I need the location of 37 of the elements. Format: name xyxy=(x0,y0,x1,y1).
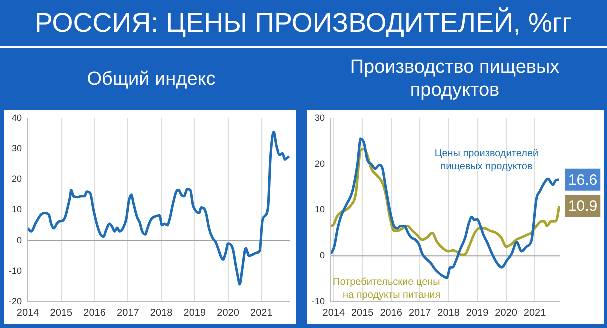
x-tick-label: 2014 xyxy=(322,308,346,319)
y-tick-label: -20 xyxy=(8,296,22,306)
text: Потребительские цены на продукты питания xyxy=(333,277,441,301)
y-tick-label: 30 xyxy=(314,112,326,123)
x-tick-label: 2016 xyxy=(84,308,106,319)
x-tick-label: 2014 xyxy=(16,308,40,319)
y-tick-label: -10 xyxy=(8,266,22,276)
x-tick-label: 2015 xyxy=(50,308,73,319)
y-tick-label: -10 xyxy=(312,296,326,306)
x-tick-label: 2020 xyxy=(495,308,518,319)
y-tick-label: 0 xyxy=(16,235,22,246)
series-label: Цены производителей пищевых продуктов xyxy=(434,148,539,172)
chart-title: РОССИЯ: ЦЕНЫ ПРОИЗВОДИТЕЛЕЙ, %гг xyxy=(0,0,607,48)
line-series xyxy=(28,130,290,286)
line-series xyxy=(331,138,560,280)
x-tick-label: 2015 xyxy=(351,308,374,319)
y-tick-label: 10 xyxy=(314,204,326,215)
annotation: 10.9 xyxy=(568,198,598,216)
x-tick-label: 2021 xyxy=(250,308,274,319)
x-tick-label: 2019 xyxy=(466,308,490,319)
chart-title: Производство пищевых продуктов xyxy=(349,56,561,102)
annotation: 16.6 xyxy=(568,172,598,190)
y-tick-label: 0 xyxy=(320,250,326,261)
x-tick-label: 2018 xyxy=(150,308,174,319)
y-tick-label: 10 xyxy=(12,204,22,215)
chart-subtitle: Общий индекс xyxy=(86,68,217,91)
y-tick-label: 40 xyxy=(12,112,22,123)
y-tick-label: 20 xyxy=(12,174,22,184)
x-tick-label: 2019 xyxy=(184,308,206,319)
x-tick-label: 2018 xyxy=(438,308,460,319)
y-tick-label: 20 xyxy=(314,158,326,169)
y-tick-label: 30 xyxy=(12,143,22,154)
x-tick-label: 2017 xyxy=(117,308,140,319)
x-tick-label: 2020 xyxy=(217,308,240,319)
x-tick-label: 2017 xyxy=(408,308,432,319)
x-tick-label: 2021 xyxy=(524,308,547,319)
x-tick-label: 2016 xyxy=(380,308,403,319)
